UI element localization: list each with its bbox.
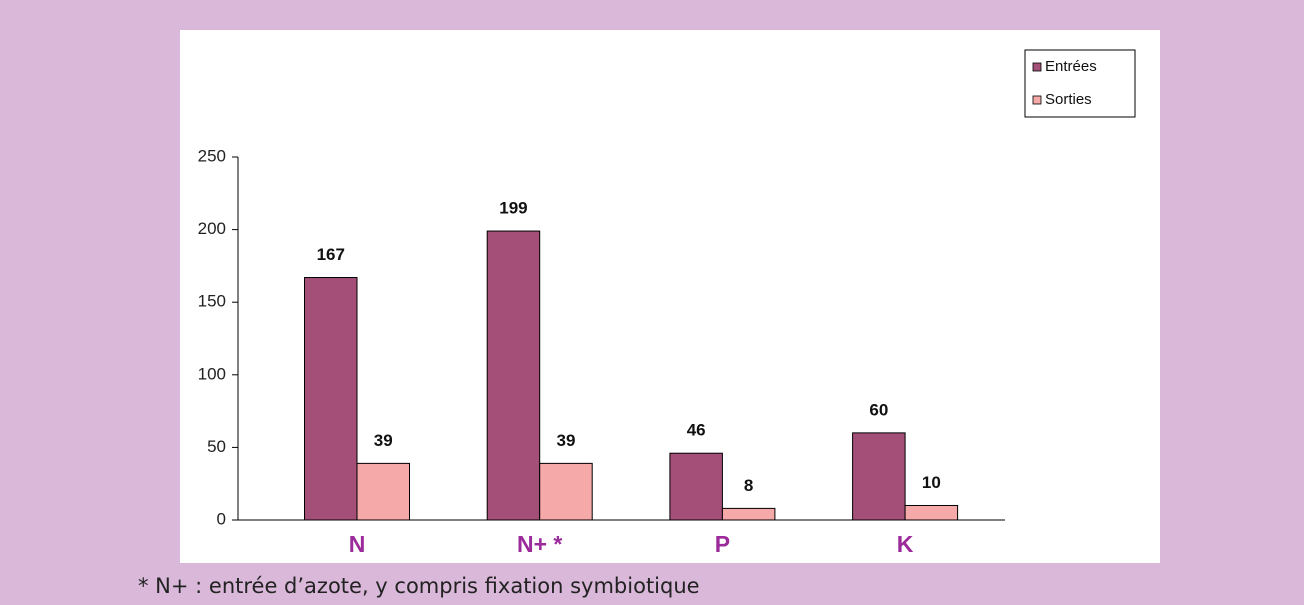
bar (539, 462, 593, 521)
value-label: 8 (744, 476, 753, 495)
x-tick-label: N+ * (517, 531, 562, 557)
footnote: * N+ : entrée d’azote, y compris fixatio… (138, 574, 700, 598)
bar (669, 452, 723, 521)
legend-box (1024, 49, 1136, 118)
legend-label: Entrées (1045, 58, 1097, 75)
bar (852, 432, 906, 521)
value-label: 46 (687, 421, 706, 440)
y-tick-label: 0 (217, 509, 226, 528)
x-tick-label: N (349, 531, 366, 557)
bar (356, 462, 410, 521)
bar (904, 504, 959, 521)
x-tick-label: P (715, 531, 730, 557)
x-tick-label: K (897, 531, 914, 557)
y-tick-label: 150 (198, 292, 226, 311)
value-label: 39 (374, 431, 393, 450)
legend-swatch (1032, 95, 1042, 105)
value-label: 167 (317, 245, 345, 264)
y-tick-label: 50 (207, 437, 226, 456)
value-label: 60 (869, 400, 888, 419)
bar (721, 507, 776, 521)
legend-label: Sorties (1045, 91, 1092, 108)
bar (486, 230, 541, 521)
y-tick-label: 100 (198, 364, 226, 383)
legend-swatch (1032, 62, 1042, 72)
y-tick-label: 200 (198, 219, 226, 238)
value-label: 10 (922, 473, 941, 492)
value-label: 199 (499, 199, 527, 218)
bar (304, 277, 358, 521)
y-tick-label: 250 (198, 146, 226, 165)
value-label: 39 (556, 431, 575, 450)
